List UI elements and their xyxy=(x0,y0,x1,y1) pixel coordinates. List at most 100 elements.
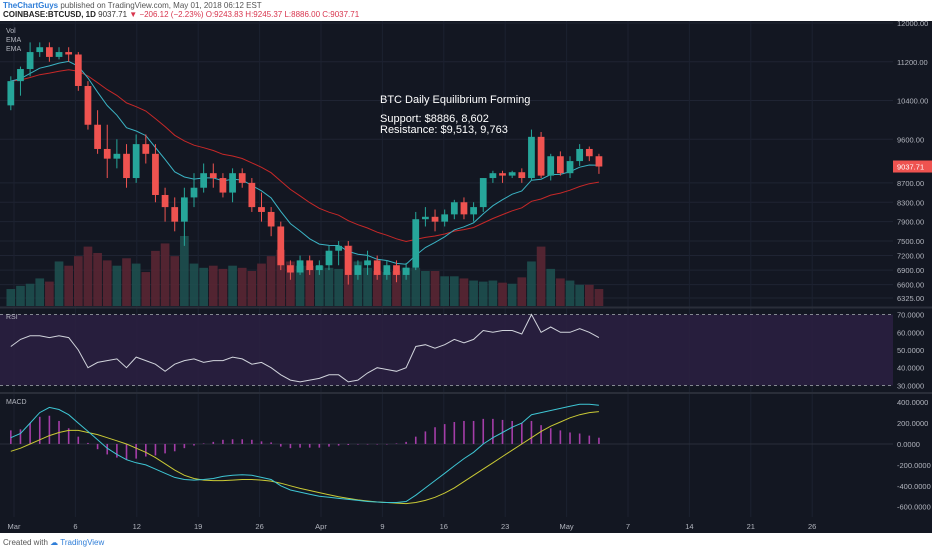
macd-histogram-bar xyxy=(395,443,398,444)
candle-body xyxy=(325,250,333,266)
volume-bar xyxy=(295,265,305,306)
macd-histogram-bar xyxy=(241,439,244,444)
macd-histogram-bar xyxy=(463,420,465,444)
candle-body xyxy=(287,265,294,273)
macd-histogram-bar xyxy=(173,443,176,452)
price-tick-label: 10400.00 xyxy=(897,97,928,106)
macd-histogram-bar xyxy=(96,443,99,450)
candle-body xyxy=(306,260,314,271)
candle-body xyxy=(65,52,73,55)
candle-body xyxy=(103,148,111,159)
candle-body xyxy=(152,153,159,195)
annotation-resistance: Resistance: $9,513, 9,763 xyxy=(380,124,508,136)
macd-histogram-bar xyxy=(29,423,31,444)
annotation-title: BTC Daily Equilibrium Forming xyxy=(380,94,530,106)
candle-body xyxy=(508,172,516,176)
macd-histogram-bar xyxy=(106,443,109,455)
volume-bar xyxy=(536,246,546,306)
macd-histogram-bar xyxy=(386,443,388,445)
volume-bar xyxy=(131,263,141,306)
volume-bar xyxy=(556,278,565,306)
macd-histogram-bar xyxy=(357,443,359,445)
time-axis-background xyxy=(0,517,932,533)
price-tick-label: 6600.00 xyxy=(897,281,924,290)
candle-body xyxy=(373,260,381,275)
price-tick-label: 7900.00 xyxy=(897,218,924,227)
volume-bar xyxy=(517,277,527,306)
candle-body xyxy=(161,194,169,208)
macd-histogram-bar xyxy=(376,443,378,445)
volume-bar xyxy=(141,272,151,306)
macd-histogram-bar xyxy=(48,415,51,444)
volume-bar xyxy=(527,261,536,306)
candle-body xyxy=(460,202,468,215)
candle-body xyxy=(344,245,352,275)
created-with-text: Created with xyxy=(3,538,48,547)
price-tick-label: 11200.00 xyxy=(897,58,928,67)
candle-body xyxy=(17,69,24,82)
volume-bar xyxy=(16,285,25,306)
chart-canvas[interactable]: Vol EMA EMA BTC Daily Equilibrium Forming Su… xyxy=(0,21,932,533)
candle-body xyxy=(36,47,44,53)
candle-body xyxy=(219,178,227,193)
macd-histogram-bar xyxy=(154,443,157,456)
time-tick-label: 26 xyxy=(255,522,263,531)
volume-bar xyxy=(305,265,315,306)
macd-line xyxy=(10,403,599,503)
published-text: published on TradingView.com, May 01, 20… xyxy=(60,1,262,10)
macd-histogram-bar xyxy=(588,435,591,444)
rsi-line xyxy=(10,313,600,383)
volume-bar xyxy=(266,256,276,306)
volume-bar xyxy=(64,265,74,306)
macd-histogram-bar xyxy=(222,439,224,444)
last-price: 9037.71 xyxy=(98,10,128,19)
macd-histogram-bar xyxy=(260,441,263,444)
candle-body xyxy=(518,172,526,179)
rsi-title: RSI xyxy=(6,314,18,321)
time-tick-label: 12 xyxy=(133,522,141,531)
macd-histogram-bar xyxy=(405,441,407,444)
time-tick-label: Apr xyxy=(315,522,327,531)
candle-body xyxy=(557,156,564,174)
macd-histogram-bar xyxy=(549,428,552,444)
rsi-tick-label: 60.0000 xyxy=(897,328,924,337)
time-tick-label: 16 xyxy=(440,522,448,531)
candle-body xyxy=(132,144,140,179)
macd-histogram-bar xyxy=(270,442,272,444)
candle-body xyxy=(585,148,593,157)
time-tick-label: 26 xyxy=(808,522,816,531)
macd-histogram-bar xyxy=(77,436,80,444)
candle-body xyxy=(354,265,362,275)
volume-bar xyxy=(286,261,295,306)
ema-fast-line xyxy=(10,60,599,265)
macd-histogram-bar xyxy=(299,443,301,448)
macd-histogram-bar xyxy=(202,443,205,444)
volume-bar xyxy=(372,271,382,306)
volume-bar xyxy=(25,283,35,306)
candle-body xyxy=(74,54,82,86)
volume-bar xyxy=(440,276,450,306)
candle-body xyxy=(7,81,15,106)
volume-bar xyxy=(54,261,64,306)
macd-histogram-bar xyxy=(366,443,369,445)
volume-bar xyxy=(469,280,478,306)
volume-bar xyxy=(112,265,122,306)
tradingview-brand[interactable]: TradingView xyxy=(60,538,105,547)
macd-histogram-bar xyxy=(67,428,70,444)
macd-histogram-bar xyxy=(540,425,542,444)
volume-bar xyxy=(353,261,363,306)
time-tick-label: 9 xyxy=(380,522,384,531)
macd-histogram-bar xyxy=(231,439,234,444)
candle-body xyxy=(229,173,236,193)
ohlc-values: O:9243.83 H:9245.37 L:8886.00 C:9037.71 xyxy=(205,10,360,19)
volume-bar xyxy=(382,272,392,306)
rsi-tick-label: 70.0000 xyxy=(897,311,924,320)
macd-histogram-bar xyxy=(347,443,350,446)
candle-body xyxy=(412,219,420,268)
macd-histogram-bar xyxy=(424,431,427,444)
price-tick-label: 8300.00 xyxy=(897,198,924,207)
price-change: ▼ −206.12 (−2.23%) xyxy=(129,10,204,19)
author-link[interactable]: TheChartGuys xyxy=(3,1,59,10)
macd-histogram-bar xyxy=(482,418,485,444)
